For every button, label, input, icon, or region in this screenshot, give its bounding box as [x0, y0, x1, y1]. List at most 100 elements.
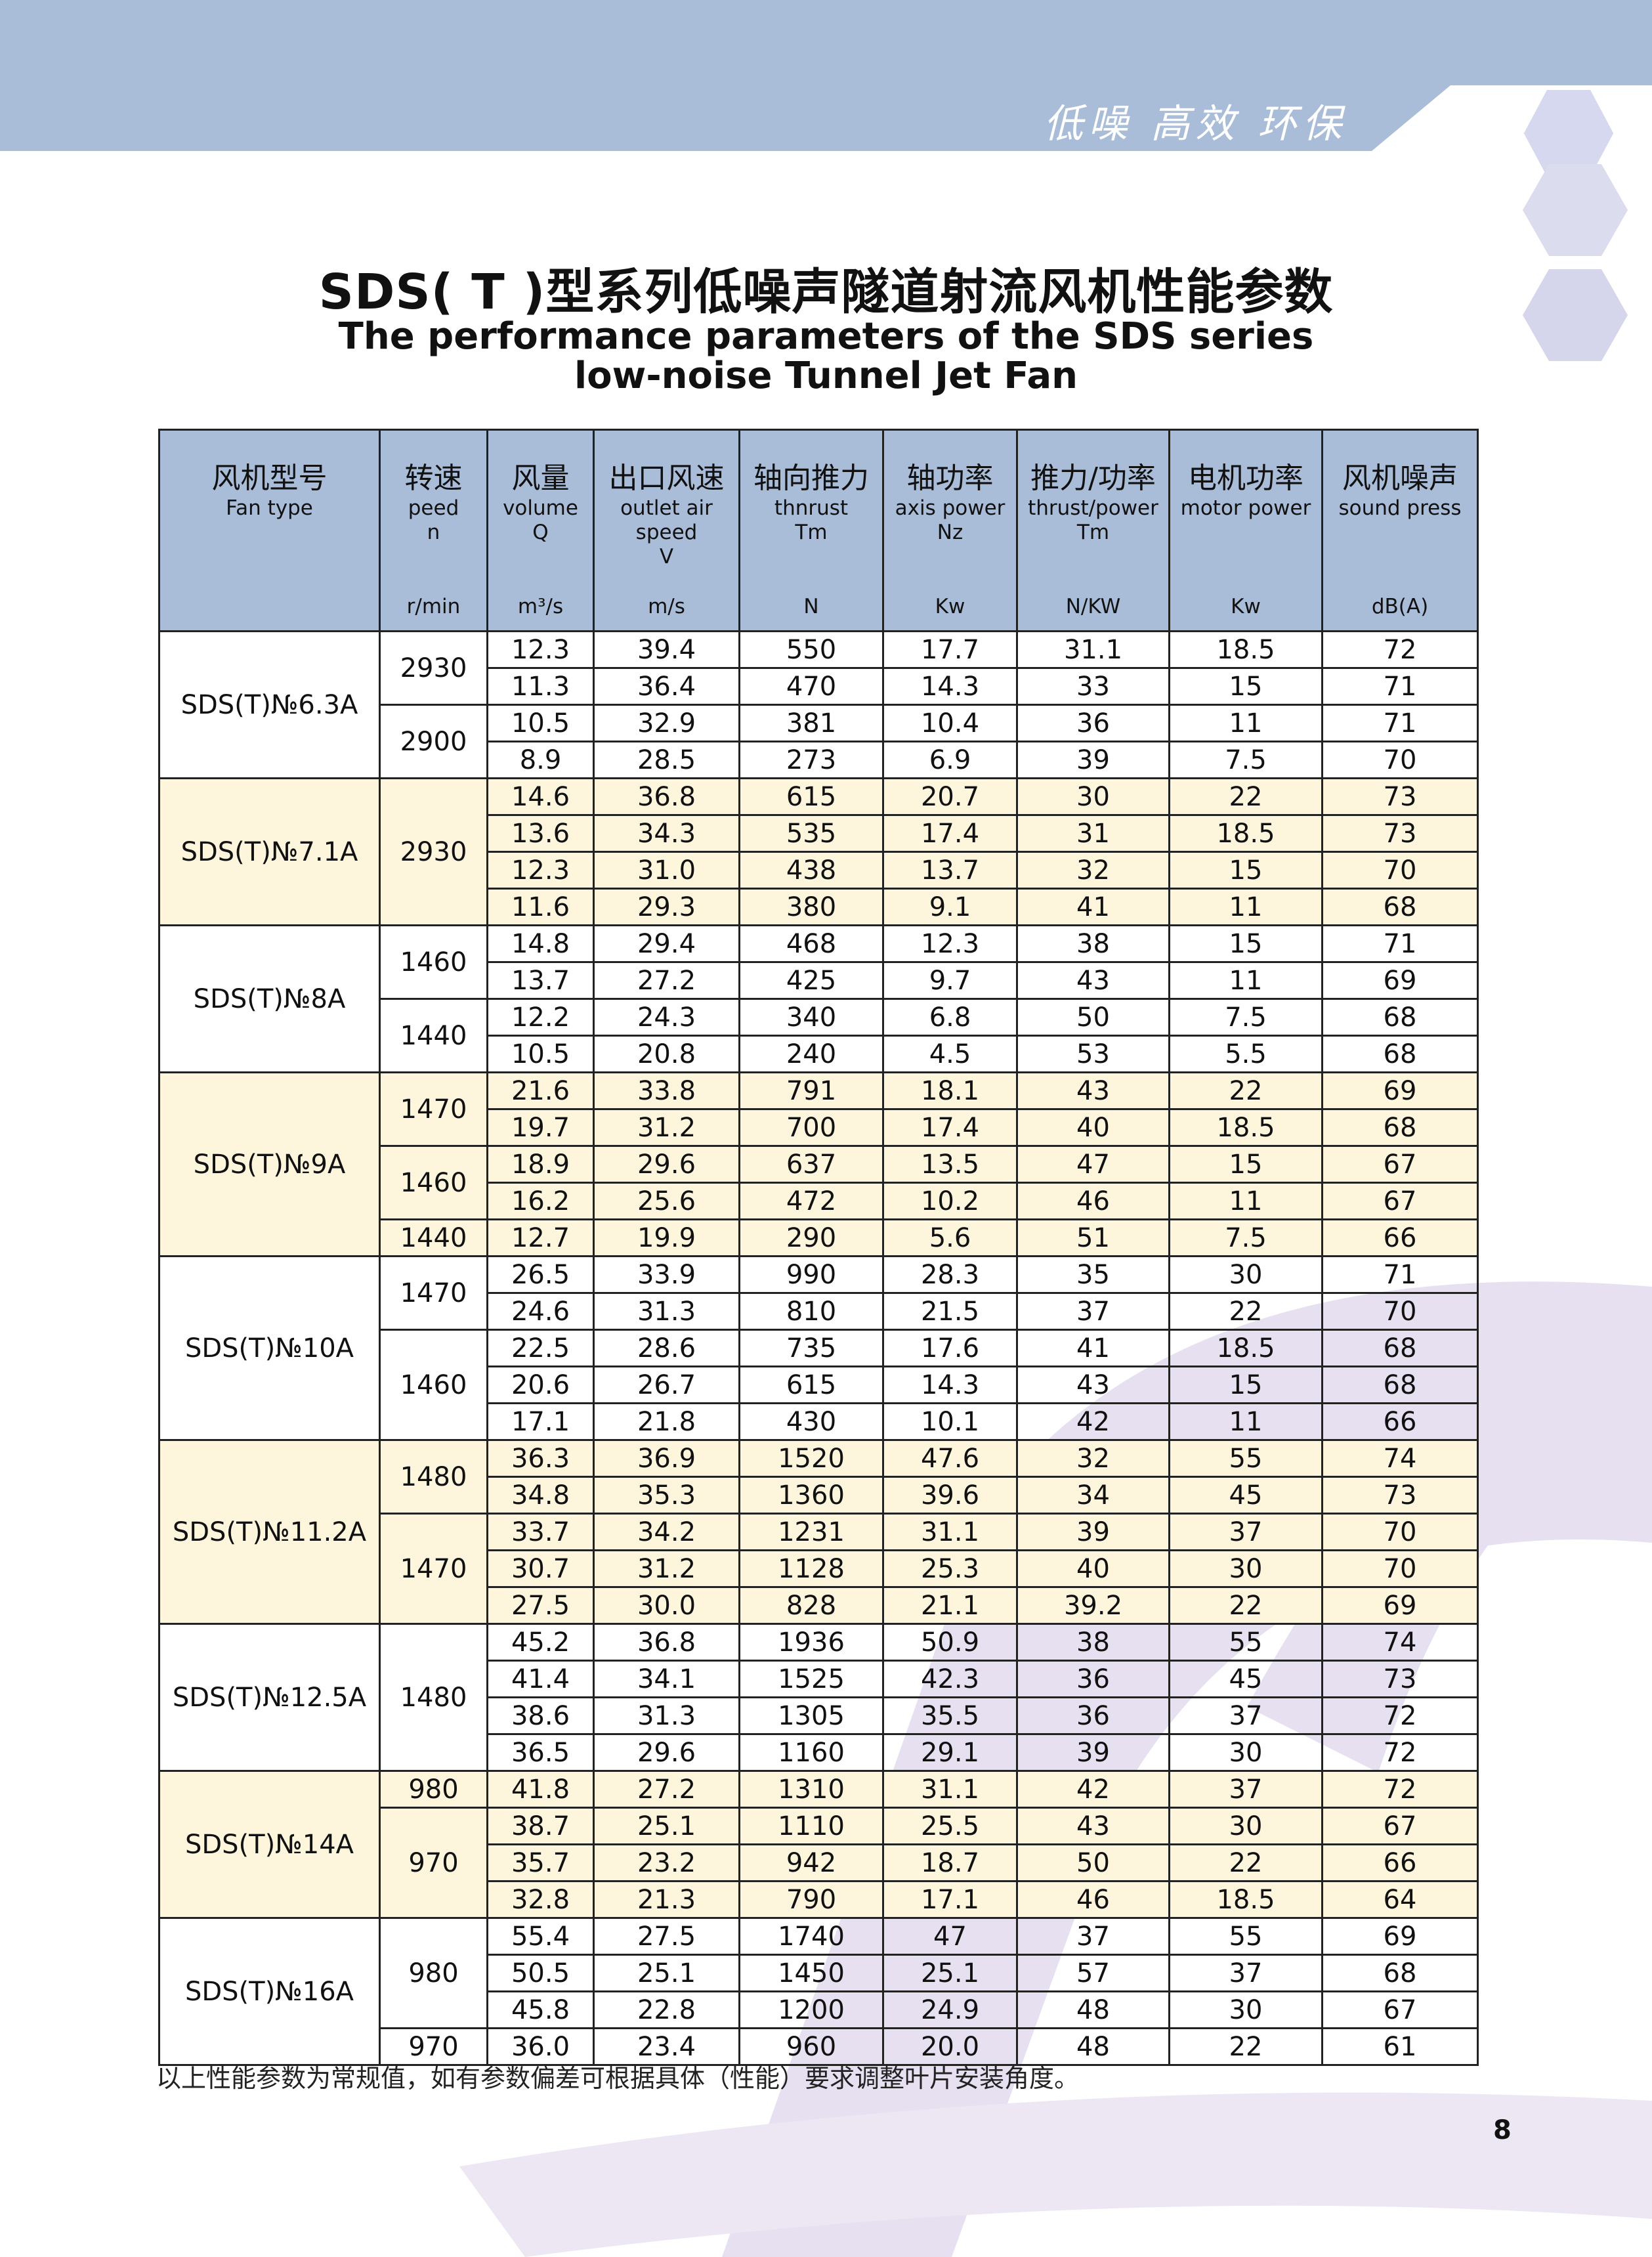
value-cell: 6.8 — [882, 998, 1018, 1037]
value-cell: 25.1 — [882, 1954, 1018, 1992]
value-cell: 1360 — [738, 1476, 884, 1515]
value-cell: 380 — [738, 888, 884, 926]
value-cell: 47.6 — [882, 1439, 1018, 1478]
value-cell: 35.3 — [593, 1476, 740, 1515]
table-row: SDS(T)№6.3A 2930 12.3 39.4 550 17.7 31.1 18.5 72 — [158, 630, 1479, 779]
table-row: SDS(T)№8A 1460 14.8 29.4 468 12.3 38 15 71 — [158, 924, 1479, 1073]
value-cell: 70 — [1321, 851, 1479, 890]
value-cell: 41 — [1016, 888, 1170, 926]
table-row: 27.5 30.0 828 21.1 39.2 22 69 — [159, 1586, 1479, 1625]
table-row: 20.6 26.7 615 14.3 43 15 68 — [159, 1365, 1479, 1404]
value-cell: 31.3 — [593, 1696, 740, 1735]
value-cell: 12.3 — [486, 851, 595, 890]
value-cell: 13.7 — [486, 961, 595, 1000]
header-en: axis power — [895, 496, 1006, 520]
value-cell: 28.6 — [593, 1329, 740, 1367]
table-row: 24.6 31.3 810 21.5 37 22 70 — [159, 1292, 1479, 1331]
speed: 1440 — [379, 998, 488, 1073]
value-cell: 69 — [1321, 961, 1479, 1000]
value-cell: 27.2 — [593, 961, 740, 1000]
value-cell: 34.3 — [593, 814, 740, 853]
title-en: The performance parameters of the SDS se… — [338, 315, 1314, 358]
value-cell: 1740 — [738, 1917, 884, 1956]
table-row: SDS(T)№12.5A 1480 45.2 36.8 1936 50.9 38 55 74 — [158, 1623, 1479, 1772]
value-cell: 14.3 — [882, 1365, 1018, 1404]
value-cell: 36.4 — [593, 667, 740, 706]
value-cell: 26.7 — [593, 1365, 740, 1404]
speed: 1470 — [379, 1513, 488, 1625]
value-cell: 1936 — [738, 1623, 884, 1662]
header-zh: 风机噪声 — [1342, 462, 1458, 495]
value-cell: 47 — [882, 1917, 1018, 1956]
value-cell: 18.5 — [1168, 1329, 1323, 1367]
table-row: 17.1 21.8 430 10.1 42 11 66 — [159, 1402, 1479, 1441]
header-en: speed — [635, 521, 698, 544]
header-zh: 推力/功率 — [1030, 462, 1156, 495]
value-cell: 21.8 — [593, 1402, 740, 1441]
header-zh: 风量 — [511, 462, 570, 495]
value-cell: 71 — [1321, 1255, 1479, 1294]
header-en: thrust/power — [1028, 496, 1158, 520]
header-en: n — [427, 521, 440, 544]
fan-type: SDS(T)№8A — [158, 924, 381, 1073]
speed: 970 — [379, 1807, 488, 1919]
value-cell: 13.6 — [486, 814, 595, 853]
value-cell: 10.5 — [486, 704, 595, 742]
value-cell: 25.5 — [882, 1807, 1018, 1845]
value-cell: 381 — [738, 704, 884, 742]
value-cell: 14.8 — [486, 924, 595, 963]
header-en: thnrust — [774, 496, 849, 520]
value-cell: 39.2 — [1016, 1586, 1170, 1625]
header-en: sound press — [1338, 496, 1462, 520]
value-cell: 790 — [738, 1880, 884, 1919]
value-cell: 21.3 — [593, 1880, 740, 1919]
value-cell: 38.7 — [486, 1807, 595, 1845]
header-en: Q — [532, 521, 549, 544]
table-row: SDS(T)№14A 980 41.8 27.2 1310 31.1 42 37 72 — [158, 1770, 1479, 1919]
value-cell: 66 — [1321, 1402, 1479, 1441]
value-cell: 45 — [1168, 1476, 1323, 1515]
value-cell: 23.4 — [593, 2027, 740, 2066]
fan-type: SDS(T)№14A — [158, 1770, 381, 1919]
value-cell: 5.6 — [882, 1218, 1018, 1257]
header-unit: N/KW — [1065, 595, 1121, 618]
value-cell: 38.6 — [486, 1696, 595, 1735]
value-cell: 11 — [1168, 1182, 1323, 1220]
table-row: 30.7 31.2 1128 25.3 40 30 70 — [159, 1549, 1479, 1588]
value-cell: 31.1 — [1016, 630, 1170, 669]
value-cell: 25.1 — [593, 1954, 740, 1992]
value-cell: 21.6 — [486, 1071, 595, 1110]
value-cell: 22 — [1168, 777, 1323, 816]
value-cell: 1525 — [738, 1660, 884, 1698]
header-unit: Kw — [1231, 595, 1261, 618]
value-cell: 273 — [738, 741, 884, 779]
value-cell: 67 — [1321, 1182, 1479, 1220]
fan-type: SDS(T)№9A — [158, 1071, 381, 1257]
value-cell: 45.8 — [486, 1990, 595, 2029]
header-en: V — [659, 545, 674, 569]
value-cell: 55 — [1168, 1439, 1323, 1478]
value-cell: 425 — [738, 961, 884, 1000]
value-cell: 14.6 — [486, 777, 595, 816]
value-cell: 71 — [1321, 704, 1479, 742]
table-row: 13.6 34.3 535 17.4 31 18.5 73 — [159, 814, 1479, 853]
value-cell: 960 — [738, 2027, 884, 2066]
value-cell: 33.8 — [593, 1071, 740, 1110]
header-unit: m³/s — [517, 595, 564, 618]
value-cell: 69 — [1321, 1917, 1479, 1956]
value-cell: 12.3 — [882, 924, 1018, 963]
value-cell: 72 — [1321, 1696, 1479, 1735]
hexagon — [1523, 90, 1614, 177]
value-cell: 31.3 — [593, 1292, 740, 1331]
value-cell: 13.5 — [882, 1145, 1018, 1184]
value-cell: 25.3 — [882, 1549, 1018, 1588]
value-cell: 430 — [738, 1402, 884, 1441]
speed: 970 — [379, 2027, 488, 2066]
table-row: SDS(T)№9A 1470 21.6 33.8 791 18.1 43 22 69 — [158, 1071, 1479, 1257]
value-cell: 4.5 — [882, 1035, 1018, 1073]
value-cell: 36.9 — [593, 1439, 740, 1478]
value-cell: 73 — [1321, 1476, 1479, 1515]
value-cell: 37 — [1016, 1917, 1170, 1956]
